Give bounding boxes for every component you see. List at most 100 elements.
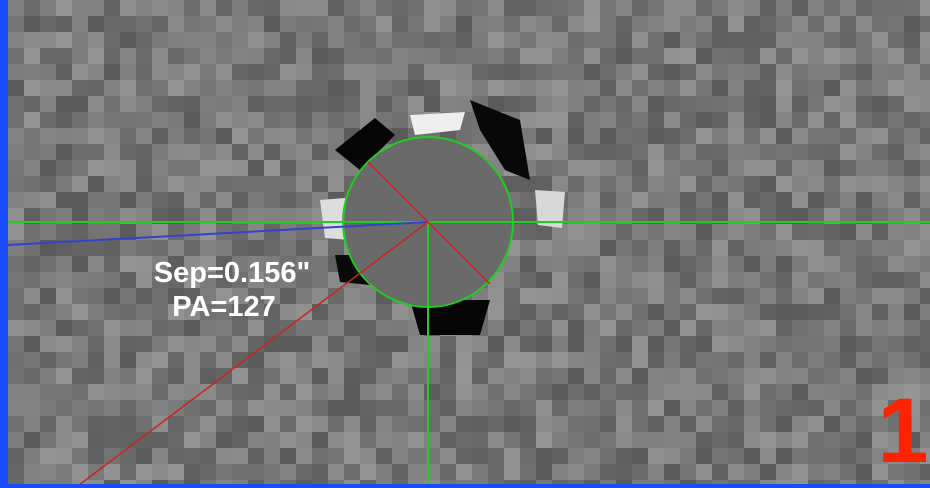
noise-pixel xyxy=(296,64,312,80)
noise-pixel xyxy=(760,64,776,80)
noise-pixel xyxy=(760,400,776,416)
noise-pixel xyxy=(856,176,872,192)
noise-pixel xyxy=(344,336,360,352)
noise-pixel xyxy=(312,48,328,64)
noise-pixel xyxy=(616,464,632,480)
noise-pixel xyxy=(40,384,56,400)
noise-pixel xyxy=(616,32,632,48)
noise-pixel xyxy=(904,160,920,176)
noise-pixel xyxy=(280,144,296,160)
noise-pixel xyxy=(312,448,328,464)
noise-pixel xyxy=(8,240,24,256)
noise-pixel xyxy=(72,160,88,176)
noise-pixel xyxy=(616,192,632,208)
noise-pixel xyxy=(664,352,680,368)
noise-pixel xyxy=(616,256,632,272)
noise-pixel xyxy=(856,416,872,432)
noise-pixel xyxy=(776,160,792,176)
noise-pixel xyxy=(120,416,136,432)
noise-pixel xyxy=(200,96,216,112)
noise-pixel xyxy=(888,208,904,224)
noise-pixel xyxy=(344,352,360,368)
noise-pixel xyxy=(856,0,872,16)
noise-pixel xyxy=(536,240,552,256)
noise-pixel xyxy=(696,160,712,176)
noise-pixel xyxy=(632,48,648,64)
noise-pixel xyxy=(488,400,504,416)
noise-pixel xyxy=(24,224,40,240)
noise-pixel xyxy=(472,416,488,432)
noise-pixel xyxy=(664,16,680,32)
noise-pixel xyxy=(872,192,888,208)
noise-pixel xyxy=(72,224,88,240)
noise-pixel xyxy=(808,144,824,160)
noise-pixel xyxy=(808,336,824,352)
noise-pixel xyxy=(808,112,824,128)
noise-pixel xyxy=(56,416,72,432)
noise-pixel xyxy=(248,416,264,432)
noise-pixel xyxy=(376,336,392,352)
noise-pixel xyxy=(712,448,728,464)
noise-pixel xyxy=(168,336,184,352)
noise-pixel xyxy=(56,352,72,368)
noise-pixel xyxy=(792,48,808,64)
noise-pixel xyxy=(120,336,136,352)
noise-pixel xyxy=(616,416,632,432)
noise-pixel xyxy=(696,384,712,400)
noise-pixel xyxy=(440,384,456,400)
noise-pixel xyxy=(728,432,744,448)
noise-pixel xyxy=(248,304,264,320)
noise-pixel xyxy=(232,400,248,416)
noise-pixel xyxy=(88,0,104,16)
noise-pixel xyxy=(136,416,152,432)
noise-pixel xyxy=(632,96,648,112)
noise-pixel xyxy=(8,112,24,128)
noise-pixel xyxy=(104,368,120,384)
noise-pixel xyxy=(344,448,360,464)
noise-pixel xyxy=(120,32,136,48)
noise-pixel xyxy=(88,32,104,48)
noise-pixel xyxy=(680,336,696,352)
noise-pixel xyxy=(120,160,136,176)
noise-pixel xyxy=(168,0,184,16)
noise-pixel xyxy=(40,304,56,320)
noise-pixel xyxy=(216,400,232,416)
noise-pixel xyxy=(536,16,552,32)
noise-pixel xyxy=(88,400,104,416)
noise-pixel xyxy=(600,272,616,288)
pa-label: PA=127 xyxy=(172,291,275,323)
noise-pixel xyxy=(136,288,152,304)
noise-pixel xyxy=(792,144,808,160)
noise-pixel xyxy=(904,16,920,32)
noise-pixel xyxy=(856,128,872,144)
noise-pixel xyxy=(520,448,536,464)
noise-pixel xyxy=(456,32,472,48)
noise-pixel xyxy=(792,32,808,48)
noise-pixel xyxy=(520,416,536,432)
noise-pixel xyxy=(216,320,232,336)
noise-pixel xyxy=(200,192,216,208)
noise-pixel xyxy=(104,16,120,32)
noise-pixel xyxy=(664,32,680,48)
noise-pixel xyxy=(120,384,136,400)
noise-pixel xyxy=(56,240,72,256)
noise-pixel xyxy=(648,48,664,64)
noise-pixel xyxy=(904,176,920,192)
noise-pixel xyxy=(72,400,88,416)
noise-pixel xyxy=(552,32,568,48)
noise-pixel xyxy=(56,256,72,272)
noise-pixel xyxy=(728,352,744,368)
noise-pixel xyxy=(184,272,200,288)
noise-pixel xyxy=(488,320,504,336)
noise-pixel xyxy=(808,432,824,448)
noise-pixel xyxy=(920,176,930,192)
noise-pixel xyxy=(552,384,568,400)
noise-pixel xyxy=(696,320,712,336)
noise-pixel xyxy=(792,16,808,32)
noise-pixel xyxy=(536,464,552,480)
noise-pixel xyxy=(376,96,392,112)
noise-pixel xyxy=(376,432,392,448)
noise-pixel xyxy=(280,432,296,448)
noise-pixel xyxy=(24,256,40,272)
noise-pixel xyxy=(120,464,136,480)
